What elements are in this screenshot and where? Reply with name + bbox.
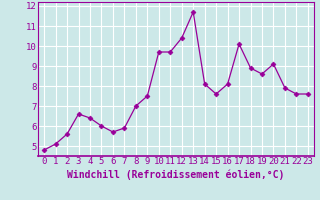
X-axis label: Windchill (Refroidissement éolien,°C): Windchill (Refroidissement éolien,°C)	[67, 169, 285, 180]
